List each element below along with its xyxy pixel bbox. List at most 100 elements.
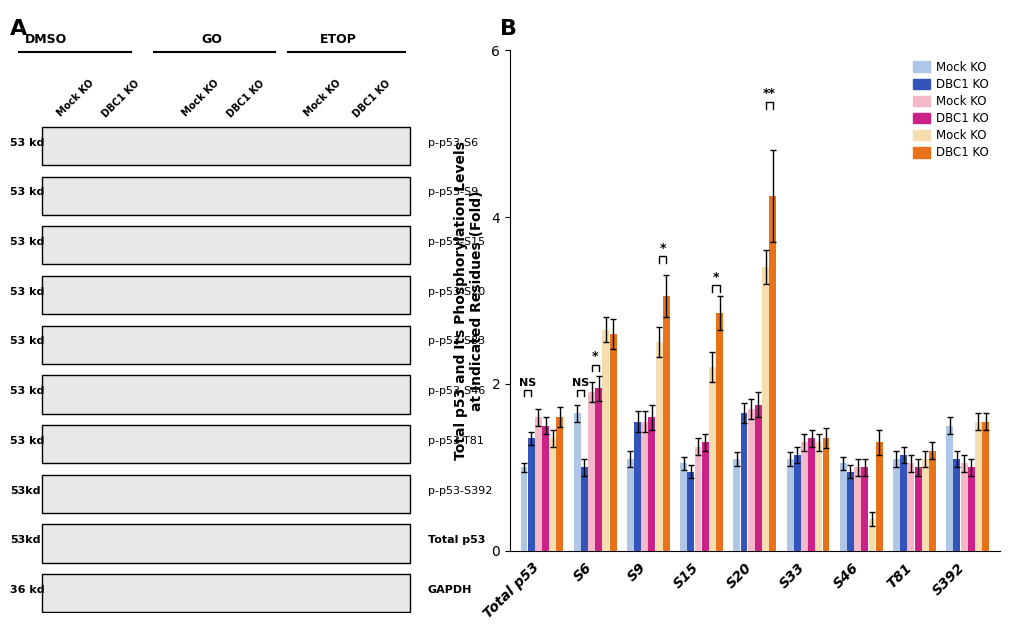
Bar [853, 468, 860, 551]
Bar [907, 463, 913, 551]
Text: 53 kd: 53 kd [10, 187, 45, 197]
Text: p-p53-T81: p-p53-T81 [427, 436, 483, 446]
Text: p-p53-S20: p-p53-S20 [427, 287, 484, 297]
Bar [761, 267, 768, 551]
Text: ETOP: ETOP [319, 33, 356, 46]
Bar [747, 409, 754, 551]
Bar [846, 471, 853, 551]
Bar [687, 471, 694, 551]
Bar [946, 426, 952, 551]
Text: DBC1 KO: DBC1 KO [225, 78, 266, 119]
Bar [534, 418, 541, 551]
Bar [581, 468, 587, 551]
Bar [595, 388, 601, 551]
Bar [627, 459, 633, 551]
FancyBboxPatch shape [42, 276, 410, 314]
Bar [793, 455, 800, 551]
Text: p-p53-S9: p-p53-S9 [427, 187, 477, 197]
FancyBboxPatch shape [42, 376, 410, 414]
Bar [868, 519, 874, 551]
Bar [928, 451, 935, 551]
Bar [875, 443, 881, 551]
FancyBboxPatch shape [42, 127, 410, 165]
FancyBboxPatch shape [42, 226, 410, 264]
Text: DBC1 KO: DBC1 KO [351, 78, 392, 119]
Text: *: * [659, 242, 665, 255]
Bar [680, 463, 687, 551]
Text: DBC1 KO: DBC1 KO [100, 78, 141, 119]
Bar [641, 421, 648, 551]
Legend: Mock KO, DBC1 KO, Mock KO, DBC1 KO, Mock KO, DBC1 KO: Mock KO, DBC1 KO, Mock KO, DBC1 KO, Mock… [907, 56, 993, 164]
Bar [893, 459, 899, 551]
Bar [556, 418, 562, 551]
Text: p-p53-S6: p-p53-S6 [427, 138, 477, 148]
Bar [981, 421, 988, 551]
Bar [754, 405, 761, 551]
Text: 53 kd: 53 kd [10, 386, 45, 396]
Text: p-p53-S392: p-p53-S392 [427, 486, 491, 496]
Text: 53kd: 53kd [10, 486, 41, 496]
Text: p-p53-S33: p-p53-S33 [427, 337, 484, 346]
Bar [715, 313, 722, 551]
Bar [974, 421, 981, 551]
Text: B: B [499, 19, 517, 39]
Bar [900, 455, 906, 551]
Bar [573, 413, 580, 551]
Y-axis label: Total p53 and Its Phosphorylation Levels
at Indicated Residues (Fold): Total p53 and Its Phosphorylation Levels… [453, 141, 484, 460]
Bar [800, 443, 807, 551]
Text: Mock KO: Mock KO [302, 78, 342, 118]
Text: 36 kd: 36 kd [10, 585, 45, 595]
Text: GAPDH: GAPDH [427, 585, 472, 595]
Text: 53 kd: 53 kd [10, 138, 45, 148]
Bar [967, 468, 974, 551]
Bar [960, 463, 967, 551]
Text: *: * [591, 350, 598, 363]
FancyBboxPatch shape [42, 177, 410, 215]
Bar [740, 413, 747, 551]
Bar [648, 418, 655, 551]
Bar [634, 421, 640, 551]
Text: 53 kd: 53 kd [10, 287, 45, 297]
FancyBboxPatch shape [42, 525, 410, 563]
Bar [953, 459, 960, 551]
FancyBboxPatch shape [42, 475, 410, 513]
Bar [541, 426, 548, 551]
Bar [921, 459, 927, 551]
FancyBboxPatch shape [42, 574, 410, 612]
Text: NS: NS [519, 378, 536, 388]
Text: Mock KO: Mock KO [55, 78, 96, 118]
Bar [662, 296, 669, 551]
Bar [708, 367, 715, 551]
Text: *: * [712, 271, 718, 284]
Text: 53 kd: 53 kd [10, 337, 45, 346]
Text: Mock KO: Mock KO [180, 78, 221, 118]
Text: GO: GO [202, 33, 222, 46]
Bar [520, 468, 527, 551]
Bar [609, 334, 615, 551]
Text: 53 kd: 53 kd [10, 436, 45, 446]
Text: NS: NS [572, 378, 589, 388]
Bar [821, 438, 828, 551]
Bar [839, 463, 846, 551]
Text: A: A [10, 19, 28, 39]
FancyBboxPatch shape [42, 326, 410, 364]
Bar [814, 443, 821, 551]
Text: 53kd: 53kd [10, 535, 41, 545]
Bar [694, 446, 701, 551]
Bar [602, 330, 608, 551]
Text: 53 kd: 53 kd [10, 237, 45, 247]
Bar [733, 459, 740, 551]
Text: **: ** [762, 87, 774, 100]
Bar [786, 459, 793, 551]
Bar [860, 468, 867, 551]
Bar [914, 468, 920, 551]
Bar [701, 443, 708, 551]
Bar [548, 438, 555, 551]
Text: DMSO: DMSO [24, 33, 67, 46]
Bar [807, 438, 814, 551]
Bar [768, 196, 775, 551]
Text: p-p53-S15: p-p53-S15 [427, 237, 484, 247]
Bar [527, 438, 534, 551]
FancyBboxPatch shape [42, 425, 410, 463]
Bar [655, 342, 662, 551]
